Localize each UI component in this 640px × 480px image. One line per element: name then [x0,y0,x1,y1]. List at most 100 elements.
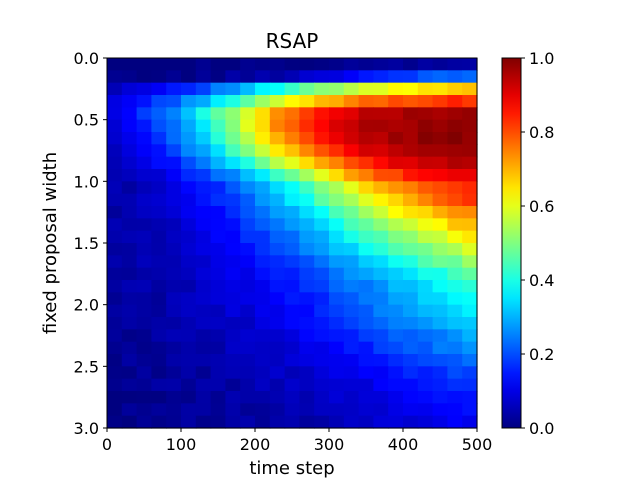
heatmap-cell [462,292,478,306]
heatmap-cell [373,218,389,232]
heatmap-cell [225,415,241,429]
heatmap-cell [403,181,419,195]
heatmap-cell [373,82,389,96]
heatmap-cell [151,70,167,84]
heatmap-cell [447,193,463,207]
heatmap-cell [343,181,360,195]
heatmap-cell [373,119,389,133]
heatmap-cell [388,156,404,170]
heatmap-cell [417,107,434,121]
heatmap-cell [240,119,256,133]
heatmap-cell [225,391,241,404]
heatmap-cell [240,82,256,96]
heatmap-cell [343,144,360,158]
heatmap-cell [432,230,448,244]
heatmap-cell [417,95,434,108]
heatmap-cell [373,280,389,293]
heatmap-cell [151,317,167,330]
heatmap-cell [388,292,404,306]
x-tick-label: 100 [166,435,197,454]
heatmap-cell [284,243,300,256]
heatmap-cell [255,181,271,195]
heatmap-cell [314,292,330,306]
heatmap-cell [225,292,241,306]
heatmap-cell [447,132,463,145]
heatmap-cell [343,354,360,367]
heatmap-cell [432,156,448,170]
heatmap-cell [255,58,271,71]
heatmap-cell [225,280,241,293]
heatmap-cell [343,58,360,71]
heatmap-cell [314,169,330,182]
heatmap-cell [136,317,152,330]
heatmap-cell [151,95,167,108]
heatmap-cell [299,341,315,355]
heatmap-cell [210,230,226,244]
colorbar [501,57,522,429]
heatmap-cell [403,354,419,367]
heatmap-cell [447,82,463,96]
heatmap-cell [225,193,241,207]
heatmap-cell [225,354,241,367]
heatmap-cell [210,391,226,404]
heatmap-cell [284,280,300,293]
heatmap-cell [151,280,167,293]
heatmap-cell [255,292,271,306]
heatmap-cell [269,230,286,244]
heatmap-cell [210,181,226,195]
heatmap-cell [210,107,226,121]
heatmap-cell [329,267,345,281]
heatmap-cell [314,243,330,256]
heatmap-cell [151,292,167,306]
heatmap-cell [462,230,478,244]
chart-title: RSAP [266,29,319,53]
heatmap-cell [432,403,448,417]
heatmap-cell [166,354,182,367]
heatmap-cell [284,82,300,96]
heatmap-cell [284,292,300,306]
heatmap-cell [166,193,182,207]
heatmap-cell [432,366,448,380]
heatmap-cell [343,132,360,145]
heatmap-cell [166,403,182,417]
heatmap-cell [136,95,152,108]
heatmap-cell [447,341,463,355]
heatmap-cell [343,391,360,404]
heatmap-cell [255,366,271,380]
heatmap-cell [314,329,330,343]
heatmap-cell [417,181,434,195]
heatmap-cell [299,144,315,158]
heatmap-cell [284,193,300,207]
heatmap-cell [121,193,138,207]
heatmap-cell [255,341,271,355]
heatmap-cell [403,82,419,96]
heatmap-cell [255,329,271,343]
heatmap-cell [299,317,315,330]
heatmap-cell [403,144,419,158]
heatmap-cell [107,218,123,232]
heatmap-cell [151,230,167,244]
heatmap-cell [107,292,123,306]
heatmap-cell [462,132,478,145]
heatmap-cell [225,206,241,219]
heatmap-cell [210,206,226,219]
heatmap-cell [417,403,434,417]
heatmap-cell [240,70,256,84]
heatmap-cell [417,267,434,281]
heatmap-cell [255,82,271,96]
heatmap-cell [151,218,167,232]
heatmap-cell [166,280,182,293]
heatmap-cell [107,58,123,71]
heatmap-cell [107,280,123,293]
heatmap-cell [462,317,478,330]
heatmap-cell [136,341,152,355]
heatmap-cell [121,144,138,158]
heatmap-cell [432,280,448,293]
heatmap-cell [269,255,286,269]
heatmap-cell [417,292,434,306]
heatmap-cell [210,317,226,330]
heatmap-cell [151,119,167,133]
heatmap-cell [284,181,300,195]
heatmap-cell [284,403,300,417]
heatmap-cell [166,218,182,232]
